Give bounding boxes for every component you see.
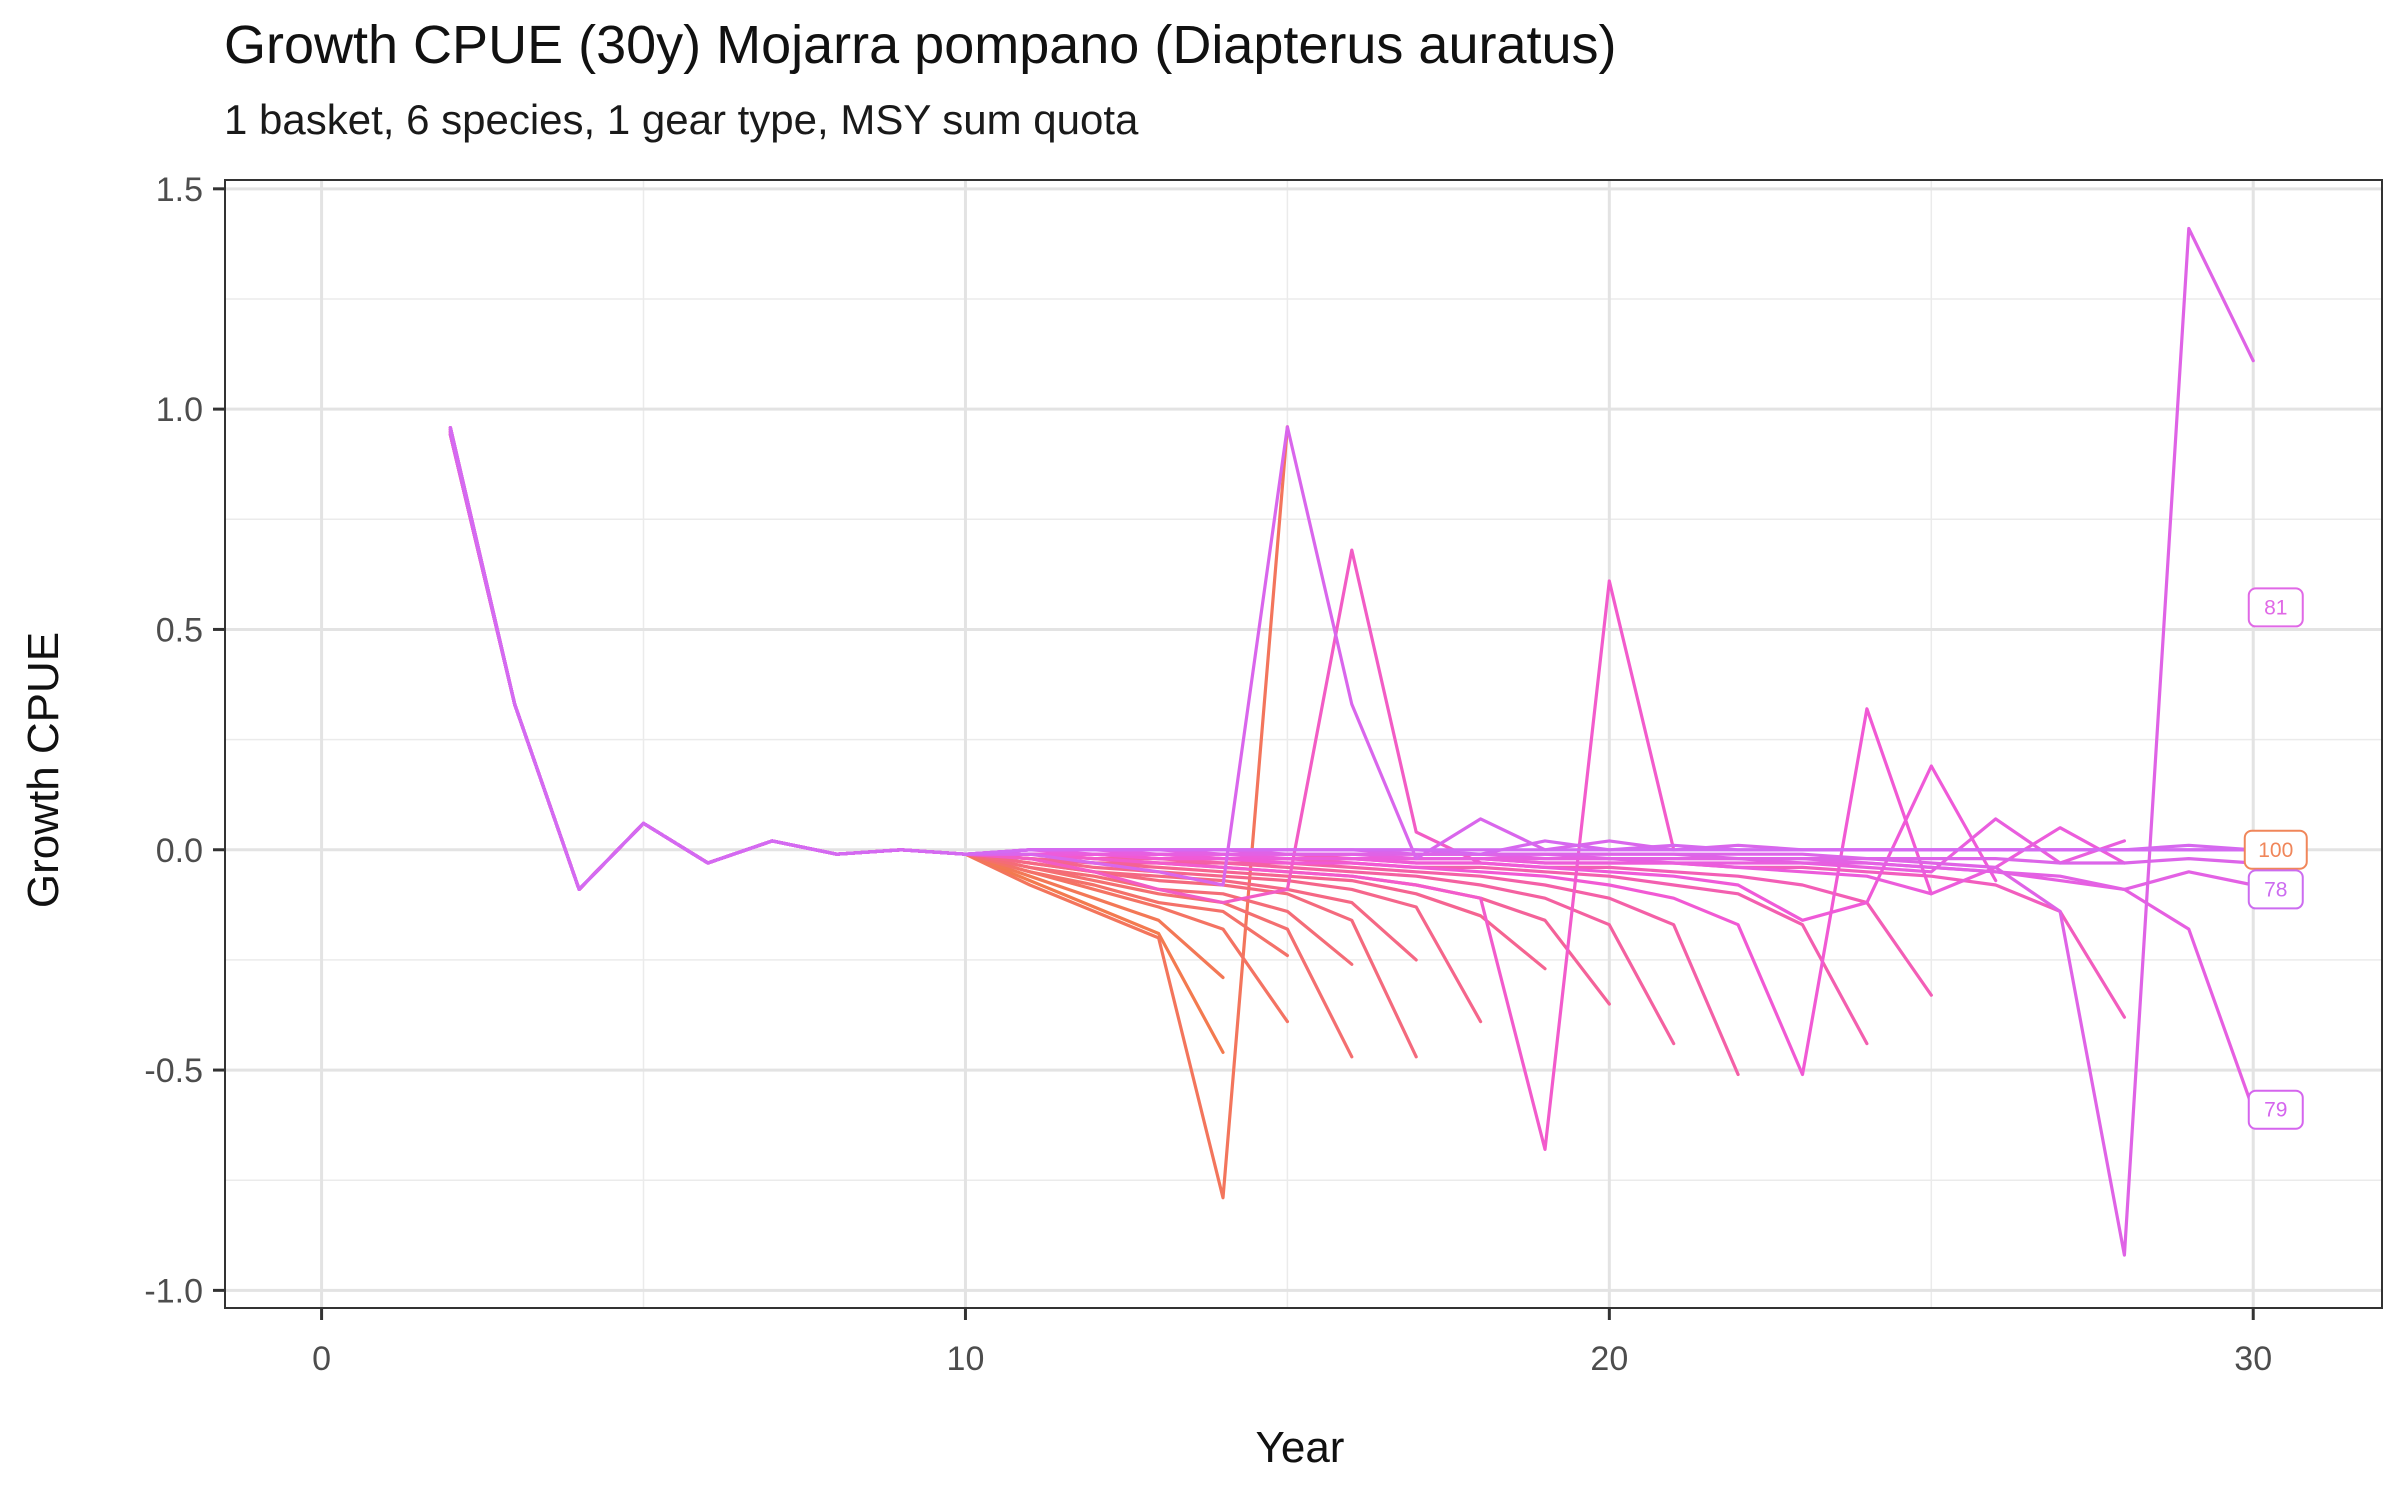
end-label-box [2247,1089,2304,1130]
series-line [448,433,1354,1059]
x-tick-label: 0 [312,1340,331,1378]
end-label-box [2243,829,2308,870]
chart-title: Growth CPUE (30y) Mojarra pompano (Diapt… [224,15,1617,75]
panel-border [224,179,2383,1309]
grid [225,180,2382,1308]
end-label-box [2247,869,2304,910]
y-tick-label: 0.5 [156,611,203,649]
end-label: 100 [2243,829,2308,870]
series-line [448,427,2255,1112]
end-label: 78 [2247,869,2304,910]
series-line [448,429,1676,1046]
series-line [448,433,1547,971]
end-label-text: 100 [2258,839,2293,862]
y-tick-label: 1.5 [156,171,203,209]
end-label: 81 [2247,587,2304,628]
end-label-text: 78 [2264,878,2287,901]
series-group [448,226,2255,1257]
y-axis-label: Growth CPUE [19,631,68,909]
series-line [448,226,2255,1257]
series-line [448,426,2255,892]
end-label-text: 81 [2264,596,2287,619]
y-tick-label: 0.0 [156,832,203,870]
series-line [448,426,1933,1077]
series-line [448,426,2255,892]
y-tick-label: -1.0 [144,1272,203,1310]
end-label-box [2247,587,2304,628]
series-line [448,425,1290,1200]
x-axis-label: Year [1255,1423,1345,1472]
series-line [448,429,1418,1059]
series-line [448,427,2255,892]
series-line [448,427,1676,1152]
chart-subtitle: 1 basket, 6 species, 1 gear type, MSY su… [224,96,1139,143]
y-tick-label: -0.5 [144,1052,203,1090]
series-line [448,431,2255,892]
series-line [448,425,2255,892]
x-tick-label: 10 [947,1340,985,1378]
x-tick-label: 30 [2234,1340,2272,1378]
y-tick-label: 1.0 [156,391,203,429]
end-label: 79 [2247,1089,2304,1130]
series-line [448,427,1290,1024]
end-label-text: 79 [2264,1099,2287,1122]
x-tick-label: 20 [1590,1340,1628,1378]
series-line [448,431,1225,980]
